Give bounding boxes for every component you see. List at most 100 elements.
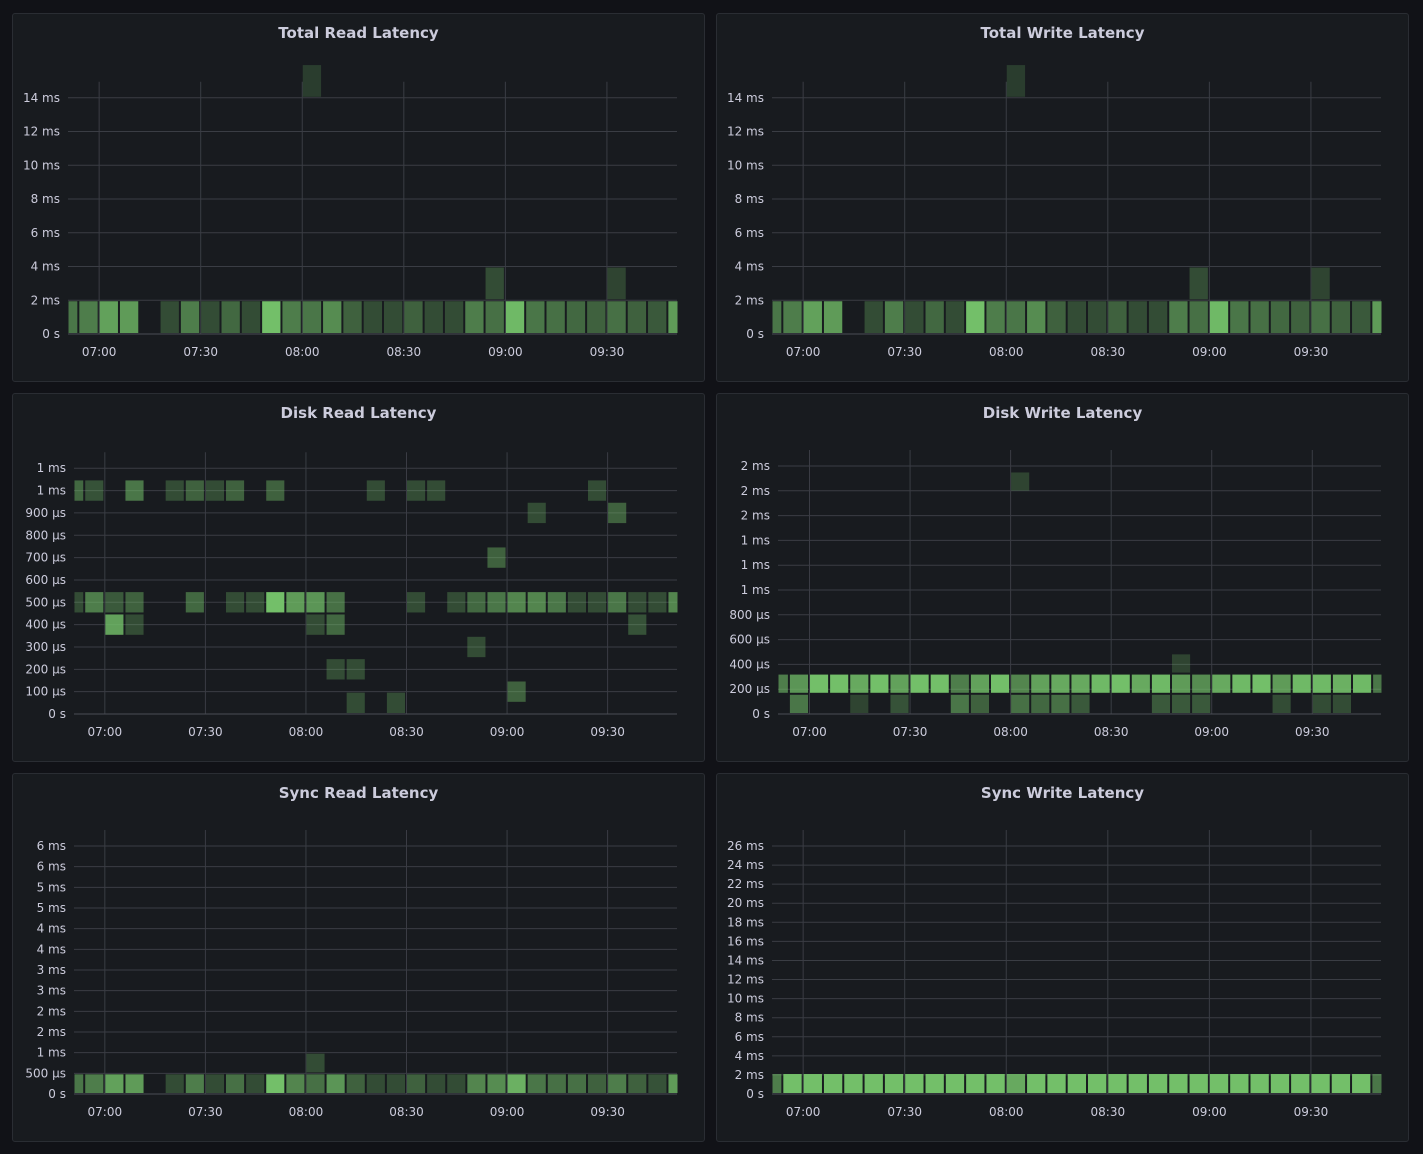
heatmap-cell[interactable] <box>945 301 965 333</box>
heatmap-cell[interactable] <box>1353 674 1372 693</box>
heatmap-cell[interactable] <box>527 502 546 524</box>
heatmap-cell[interactable] <box>1291 301 1310 333</box>
heatmap-cell[interactable] <box>566 301 586 333</box>
heatmap-cell[interactable] <box>447 1074 466 1093</box>
heatmap-cell[interactable] <box>547 1074 566 1093</box>
heatmap-cell[interactable] <box>668 301 678 333</box>
heatmap-cell[interactable] <box>467 636 486 658</box>
heatmap-cell[interactable] <box>1006 65 1026 97</box>
heatmap-cell[interactable] <box>407 1074 426 1093</box>
heatmap-cell[interactable] <box>803 1074 822 1093</box>
heatmap-cell[interactable] <box>74 592 84 613</box>
heatmap-cell[interactable] <box>1352 1074 1371 1093</box>
heatmap-cell[interactable] <box>884 1074 904 1093</box>
heatmap-cell[interactable] <box>1372 1074 1382 1093</box>
heatmap-cell[interactable] <box>1169 301 1188 333</box>
heatmap-cell[interactable] <box>1270 301 1290 333</box>
heatmap-cell[interactable] <box>587 301 606 333</box>
heatmap-cell[interactable] <box>526 301 545 333</box>
heatmap-cell[interactable] <box>323 301 342 333</box>
heatmap-cell[interactable] <box>950 694 969 713</box>
heatmap-cell[interactable] <box>884 301 904 333</box>
heatmap-cell[interactable] <box>1131 674 1150 693</box>
heatmap-cell[interactable] <box>105 592 124 613</box>
heatmap-cell[interactable] <box>970 674 990 693</box>
heatmap-cell[interactable] <box>404 301 423 333</box>
heatmap-cell[interactable] <box>803 301 822 333</box>
heatmap-cell[interactable] <box>74 1074 84 1093</box>
heatmap-cell[interactable] <box>306 1074 325 1093</box>
heatmap-cell[interactable] <box>772 1074 782 1093</box>
heatmap-cell[interactable] <box>1252 674 1271 693</box>
heatmap-cell[interactable] <box>1088 301 1107 333</box>
heatmap-cell[interactable] <box>465 301 484 333</box>
heatmap-cell[interactable] <box>1189 301 1208 333</box>
heatmap-cell[interactable] <box>628 592 647 613</box>
heatmap-cell[interactable] <box>125 592 144 613</box>
heatmap-cell[interactable] <box>185 592 204 613</box>
heatmap-cell[interactable] <box>165 480 184 501</box>
heatmap-cell[interactable] <box>966 1074 985 1093</box>
heatmap-cell[interactable] <box>306 614 325 635</box>
heatmap-cell[interactable] <box>864 301 883 333</box>
heatmap-cell[interactable] <box>1352 301 1371 333</box>
heatmap-cell[interactable] <box>99 301 118 333</box>
heatmap-cell[interactable] <box>648 1074 667 1093</box>
heatmap-cell[interactable] <box>527 1074 546 1093</box>
heatmap-cell[interactable] <box>343 301 362 333</box>
heatmap-cell[interactable] <box>986 1074 1005 1093</box>
heatmap-cell[interactable] <box>1209 1074 1229 1093</box>
heatmap-cell[interactable] <box>326 592 345 613</box>
heatmap-cell[interactable] <box>363 301 383 333</box>
heatmap-cell[interactable] <box>485 301 504 333</box>
heatmap-cell[interactable] <box>1111 674 1130 693</box>
heatmap-cell[interactable] <box>346 1074 365 1093</box>
heatmap-cell[interactable] <box>1189 1074 1208 1093</box>
heatmap-cell[interactable] <box>282 301 301 333</box>
heatmap-cell[interactable] <box>386 1074 406 1093</box>
heatmap-cell[interactable] <box>668 592 678 613</box>
heatmap-cell[interactable] <box>966 301 985 333</box>
heatmap-cell[interactable] <box>1047 301 1066 333</box>
heatmap-cell[interactable] <box>1230 301 1249 333</box>
heatmap-cell[interactable] <box>302 65 322 97</box>
heatmap-cell[interactable] <box>607 267 626 300</box>
heatmap-cell[interactable] <box>648 592 667 613</box>
heatmap-cell[interactable] <box>1148 1074 1168 1093</box>
heatmap-cell[interactable] <box>487 547 506 568</box>
heatmap-cell[interactable] <box>427 480 446 501</box>
heatmap-cell[interactable] <box>1189 267 1208 300</box>
heatmap-cell[interactable] <box>105 1074 124 1093</box>
heatmap-cell[interactable] <box>864 1074 883 1093</box>
heatmap-cell[interactable] <box>125 1074 144 1093</box>
heatmap-cell[interactable] <box>648 301 667 333</box>
heatmap-cell[interactable] <box>1292 674 1311 693</box>
heatmap-cell[interactable] <box>1067 1074 1087 1093</box>
heatmap-cell[interactable] <box>527 592 546 613</box>
heatmap-cell[interactable] <box>1128 1074 1147 1093</box>
heatmap-cell[interactable] <box>226 480 245 501</box>
heatmap-cell[interactable] <box>1372 301 1382 333</box>
heatmap-cell[interactable] <box>427 1074 446 1093</box>
heatmap-cell[interactable] <box>783 301 802 333</box>
heatmap-cell[interactable] <box>1067 301 1087 333</box>
heatmap-cell[interactable] <box>1051 674 1070 693</box>
heatmap-cell[interactable] <box>1272 694 1291 713</box>
heatmap-cell[interactable] <box>991 674 1010 693</box>
heatmap-cell[interactable] <box>823 301 843 333</box>
heatmap-cell[interactable] <box>850 674 869 693</box>
heatmap-cell[interactable] <box>823 1074 843 1093</box>
heatmap-cell[interactable] <box>221 301 240 333</box>
heatmap-cell[interactable] <box>546 301 565 333</box>
heatmap-cell[interactable] <box>1108 1074 1127 1093</box>
heatmap-cell[interactable] <box>165 1074 184 1093</box>
heatmap-cell[interactable] <box>79 301 98 333</box>
heatmap-cell[interactable] <box>588 592 607 613</box>
heatmap-cell[interactable] <box>588 480 607 501</box>
heatmap-cell[interactable] <box>507 592 526 613</box>
heatmap-cell[interactable] <box>1312 674 1331 693</box>
heatmap-cell[interactable] <box>1272 674 1291 693</box>
heatmap-cell[interactable] <box>1047 1074 1066 1093</box>
heatmap-cell[interactable] <box>1006 301 1026 333</box>
heatmap-cell[interactable] <box>1331 1074 1351 1093</box>
